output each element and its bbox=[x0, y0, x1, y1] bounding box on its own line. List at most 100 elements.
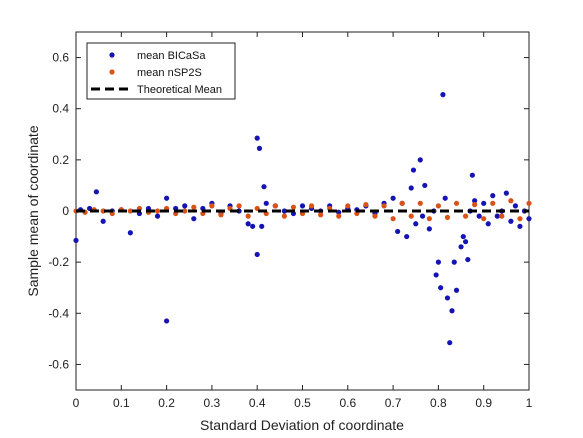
nsp2s-point bbox=[426, 216, 432, 222]
nsp2s-point bbox=[363, 202, 369, 208]
nsp2s-point bbox=[526, 200, 532, 206]
bicasa-point bbox=[451, 259, 457, 265]
bicasa-point bbox=[73, 237, 79, 244]
legend-label-bicasa: mean BICaSa bbox=[137, 50, 206, 62]
bicasa-point bbox=[433, 272, 439, 278]
nsp2s-point bbox=[182, 208, 188, 214]
bicasa-point bbox=[453, 287, 460, 293]
nsp2s-point bbox=[218, 212, 224, 218]
nsp2s-point bbox=[372, 213, 378, 219]
bicasa-point bbox=[413, 221, 419, 227]
bicasa-point bbox=[508, 218, 514, 224]
nsp2s-point bbox=[236, 203, 242, 209]
x-tick-label: 0.7 bbox=[385, 396, 402, 410]
nsp2s-point bbox=[417, 200, 423, 206]
bicasa-point bbox=[494, 213, 500, 219]
bicasa-point bbox=[336, 209, 342, 215]
bicasa-point bbox=[93, 189, 99, 195]
nsp2s-point bbox=[499, 213, 505, 219]
bicasa-point bbox=[517, 223, 523, 229]
bicasa-point bbox=[444, 295, 451, 301]
legend-label-theoretical: Theoretical Mean bbox=[137, 84, 222, 96]
bicasa-point bbox=[410, 167, 417, 173]
x-tick-label: 1 bbox=[526, 396, 533, 410]
bicasa-point bbox=[469, 172, 475, 178]
bicasa-point bbox=[512, 203, 519, 209]
bicasa-point bbox=[182, 203, 188, 209]
nsp2s-point bbox=[390, 216, 396, 222]
data-layer bbox=[73, 92, 532, 346]
bicasa-point bbox=[481, 200, 487, 206]
nsp2s-point bbox=[318, 212, 324, 218]
bicasa-point bbox=[442, 195, 448, 201]
bicasa-point bbox=[435, 259, 441, 265]
nsp2s-point bbox=[517, 216, 523, 222]
y-tick-label: -0.2 bbox=[48, 255, 69, 269]
nsp2s-point bbox=[154, 208, 161, 214]
axis-ticks: 0 0.1 0.2 0.3 0.4 0.5 0.6 0.7 0.8 0.9 1 -0.6 -0.4 -0.… bbox=[48, 32, 533, 410]
bicasa-point bbox=[485, 221, 491, 227]
bicasa-point bbox=[417, 157, 423, 163]
bicasa-point bbox=[164, 318, 170, 324]
bicasa-point bbox=[281, 208, 287, 214]
nsp2s-point bbox=[336, 213, 342, 219]
bicasa-point bbox=[440, 92, 446, 98]
bicasa-point bbox=[256, 145, 263, 151]
bicasa-point bbox=[261, 184, 267, 190]
bicasa-point bbox=[419, 213, 426, 219]
x-tick-label: 0.5 bbox=[294, 396, 311, 410]
legend-marker-nsp2s bbox=[109, 69, 115, 75]
bicasa-point bbox=[460, 233, 466, 240]
legend-label-nsp2s: mean nSP2S bbox=[137, 67, 202, 79]
y-tick-label: 0.4 bbox=[52, 102, 69, 116]
bicasa-point bbox=[154, 213, 161, 219]
nsp2s-point bbox=[399, 200, 405, 206]
bicasa-point bbox=[299, 203, 306, 209]
x-tick-label: 0.8 bbox=[430, 396, 447, 410]
nsp2s-point bbox=[381, 203, 387, 209]
bicasa-point bbox=[447, 340, 453, 346]
bicasa-point bbox=[390, 195, 396, 201]
x-tick-label: 0.1 bbox=[113, 396, 130, 410]
nsp2s-point bbox=[462, 213, 469, 219]
bicasa-point bbox=[438, 285, 444, 291]
y-axis-label: Sample mean of coordinate bbox=[25, 125, 41, 296]
y-tick-label: -0.6 bbox=[48, 357, 69, 371]
bicasa-point bbox=[254, 135, 260, 141]
nsp2s-point bbox=[308, 203, 315, 209]
bicasa-point bbox=[490, 193, 496, 199]
bicasa-point bbox=[254, 251, 260, 258]
bicasa-point bbox=[503, 190, 509, 196]
bicasa-point bbox=[472, 198, 478, 204]
legend-marker-bicasa bbox=[109, 52, 115, 58]
legend: mean BICaSa mean nSP2S Theoretical Mean bbox=[86, 42, 236, 100]
x-tick-label: 0.3 bbox=[204, 396, 221, 410]
bicasa-point bbox=[395, 228, 401, 235]
bicasa-point bbox=[263, 200, 269, 206]
bicasa-point bbox=[100, 218, 106, 224]
nsp2s-point bbox=[281, 213, 287, 219]
nsp2s-point bbox=[444, 214, 451, 220]
bicasa-point bbox=[191, 216, 197, 222]
bicasa-point bbox=[404, 233, 410, 240]
y-tick-label: 0.6 bbox=[52, 51, 69, 65]
bicasa-point bbox=[476, 213, 482, 219]
bicasa-point bbox=[259, 223, 265, 229]
bicasa-point bbox=[449, 308, 455, 314]
bicasa-point bbox=[164, 195, 170, 201]
y-tick-label: -0.4 bbox=[48, 306, 69, 320]
x-tick-label: 0.4 bbox=[249, 396, 266, 410]
y-tick-label: 0.2 bbox=[52, 153, 69, 167]
nsp2s-point bbox=[245, 213, 251, 219]
nsp2s-point bbox=[472, 202, 478, 208]
nsp2s-point bbox=[453, 200, 460, 206]
x-tick-label: 0.9 bbox=[475, 396, 492, 410]
nsp2s-point bbox=[408, 213, 414, 219]
nsp2s-point bbox=[490, 200, 496, 206]
bicasa-point bbox=[462, 239, 469, 245]
nsp2s-point bbox=[481, 216, 487, 222]
nsp2s-point bbox=[191, 204, 197, 210]
x-tick-label: 0.2 bbox=[158, 396, 175, 410]
nsp2s-point bbox=[127, 208, 133, 214]
x-tick-label: 0 bbox=[73, 396, 80, 410]
